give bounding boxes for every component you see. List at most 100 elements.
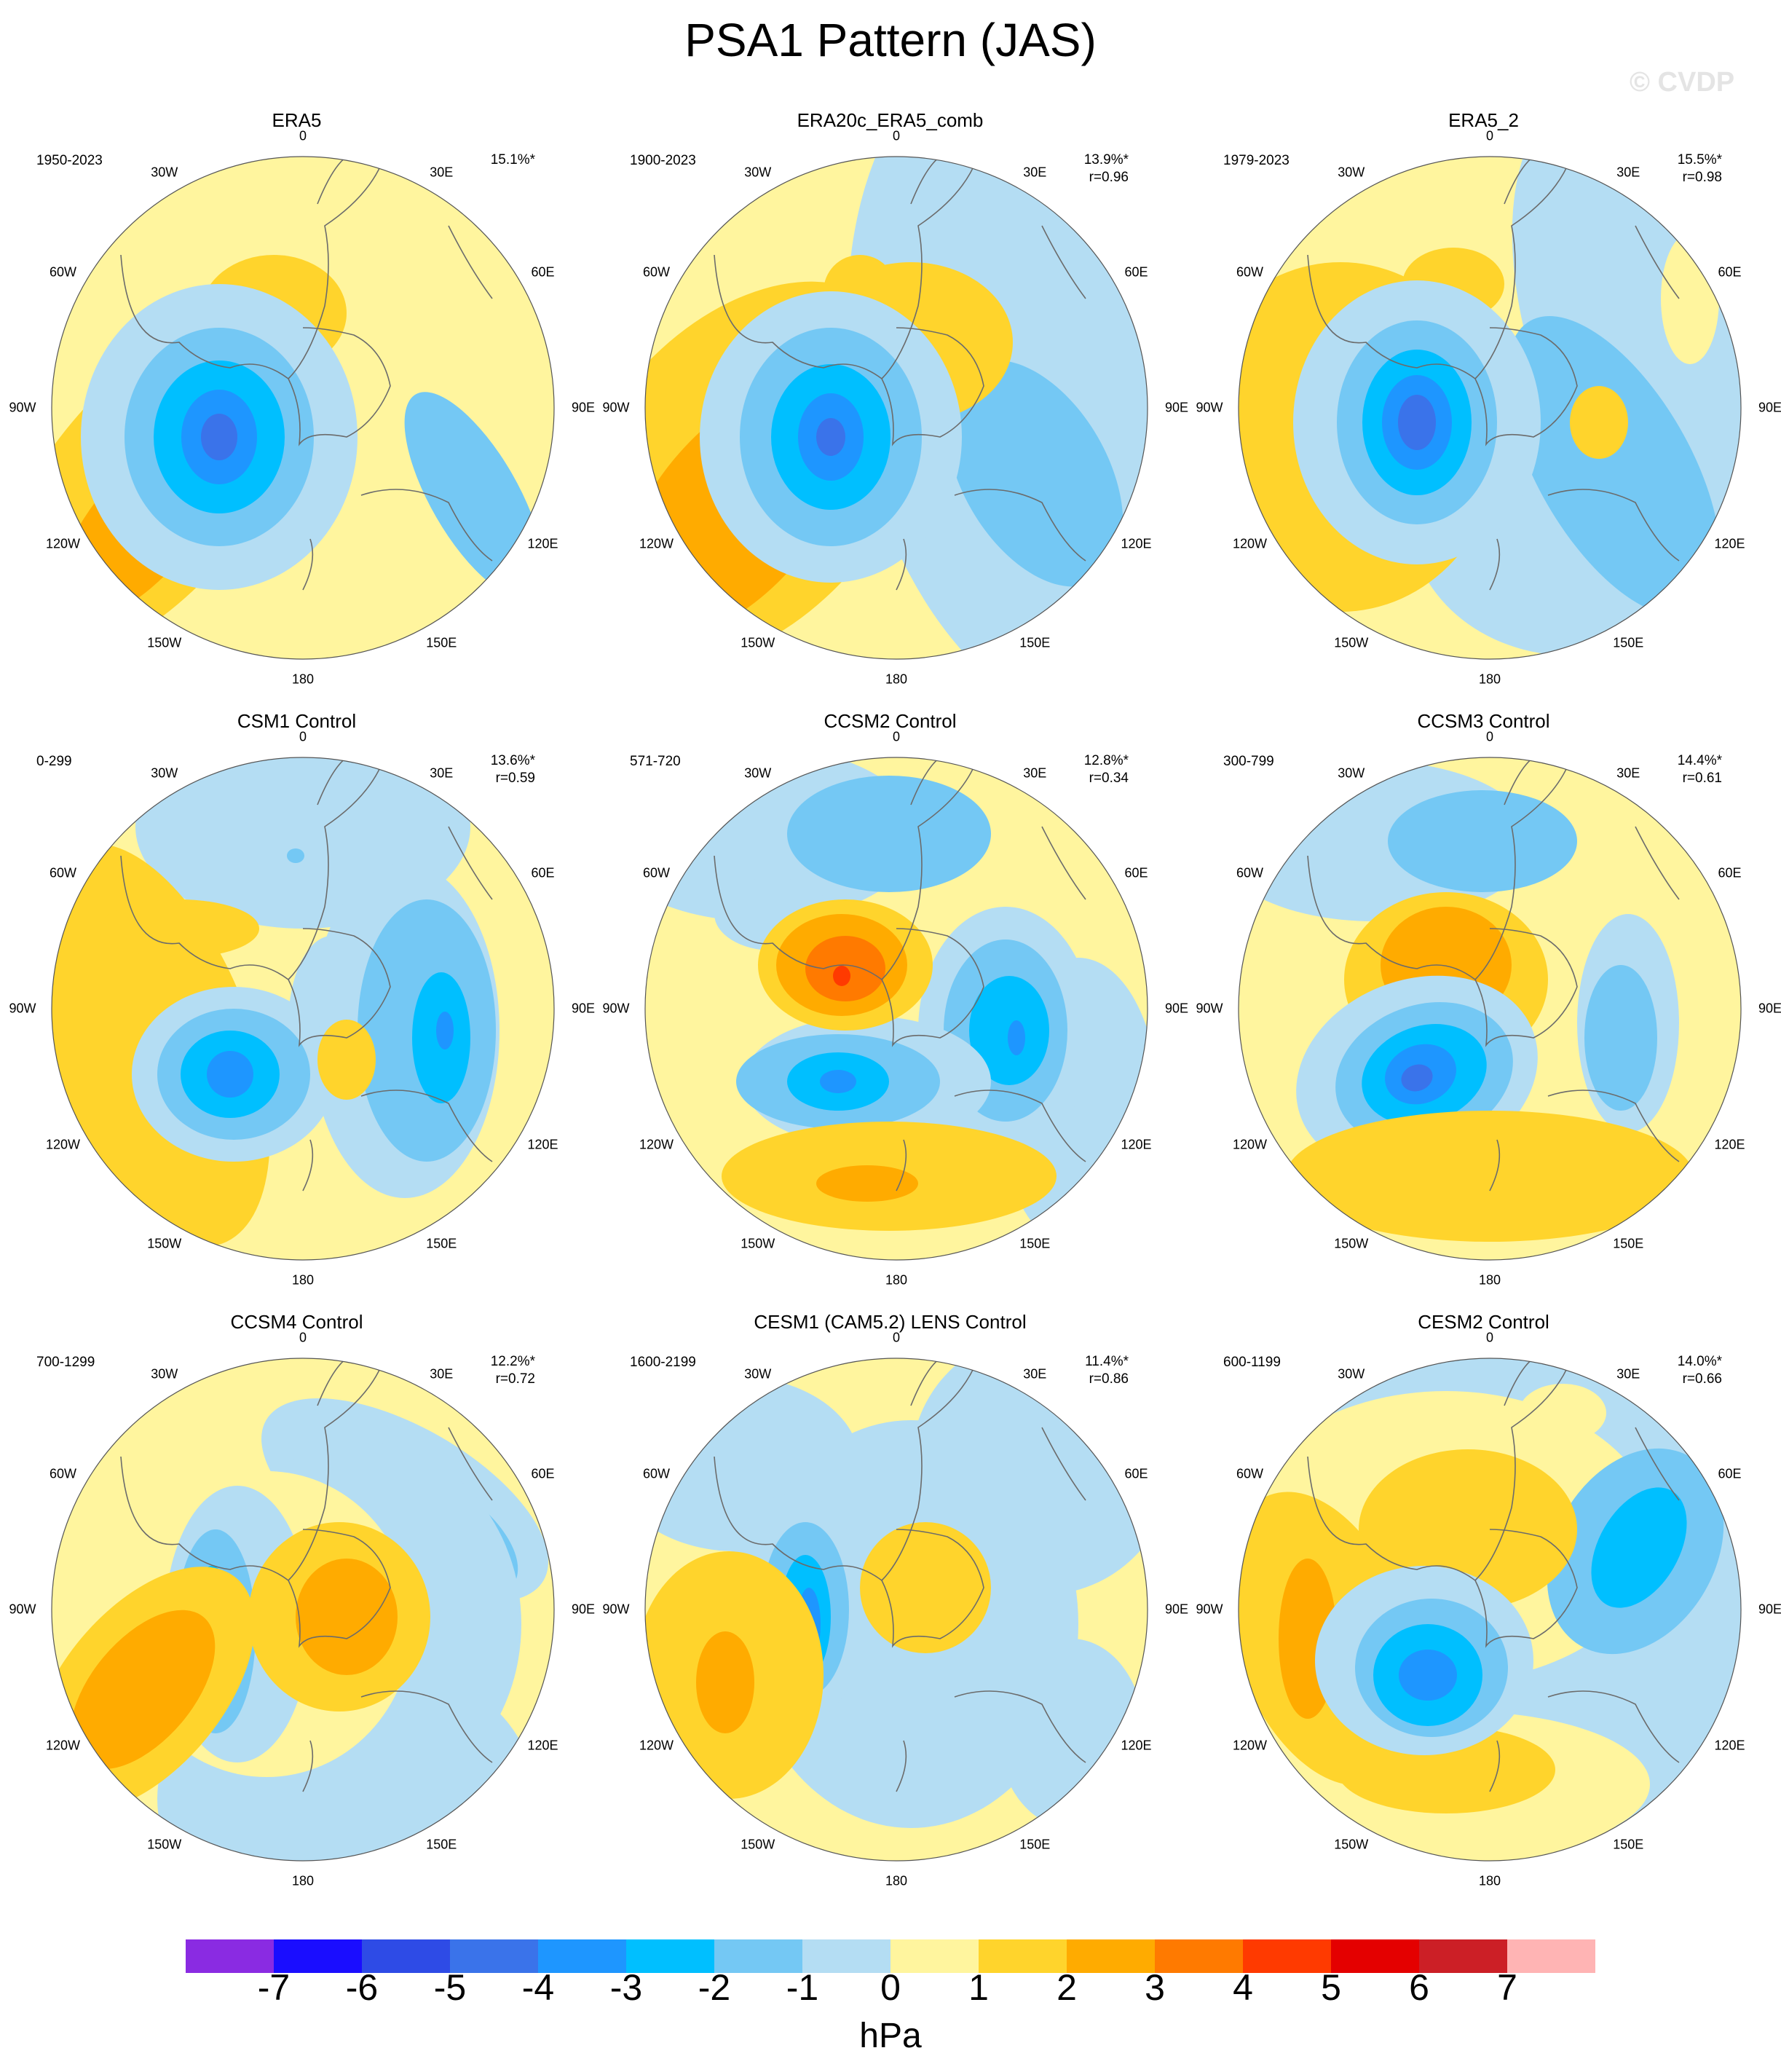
colorbar-swatch (1155, 1939, 1244, 1973)
contour-region (1286, 1111, 1694, 1242)
map-border (51, 757, 555, 1261)
longitude-label: 150E (426, 1236, 457, 1251)
longitude-label: 0 (299, 729, 307, 744)
contour-region (820, 1070, 856, 1093)
map-panel: CCSM3 Control 300-799 14.4%* r=0.61 0 30E 60E 9… (1187, 710, 1781, 1307)
longitude-label: 120W (45, 1738, 81, 1752)
longitude-label: 0 (892, 1330, 901, 1345)
map-panel: CCSM2 Control 571-720 12.8%* r=0.34 0 30E 60E 9… (593, 710, 1189, 1307)
panel-title: CCSM2 Control (824, 710, 957, 732)
longitude-label: 60W (642, 1466, 671, 1481)
colorbar-swatch (1243, 1939, 1332, 1973)
longitude-label: 30E (430, 1366, 454, 1382)
longitude-label: 120E (1714, 1738, 1745, 1752)
contour-region (70, 1610, 216, 1770)
longitude-label: 0 (892, 128, 901, 143)
longitude-label: 0 (1485, 729, 1494, 744)
correlation-value: r=0.66 (1682, 1371, 1722, 1387)
longitude-label: 120E (527, 536, 558, 551)
colorbar-swatch (274, 1939, 363, 1973)
contour-region (833, 966, 850, 986)
percent-variance: 14.4%* (1677, 753, 1722, 768)
panel-title: CCSM3 Control (1417, 710, 1550, 732)
map-panel: CESM2 Control 600-1199 14.0%* r=0.66 0 30E 60E… (1187, 1311, 1781, 1908)
longitude-label: 60W (642, 865, 671, 880)
colorbar-tick-label: 2 (1057, 1967, 1077, 2008)
colorbar-swatch (1419, 1939, 1508, 1973)
colorbar-swatch (538, 1939, 627, 1973)
colorbar-swatch (1331, 1939, 1420, 1973)
longitude-label: 150W (147, 1837, 182, 1852)
longitude-label: 60W (49, 865, 77, 880)
longitude-label: 180 (885, 671, 908, 687)
colorbar-swatch (362, 1939, 451, 1973)
longitude-label: 150E (1019, 635, 1051, 650)
longitude-label: 0 (299, 128, 307, 143)
map-border (51, 1358, 555, 1862)
longitude-label: 90W (9, 1602, 36, 1617)
contour-region (201, 414, 237, 460)
longitude-label: 90E (1164, 1602, 1189, 1617)
contour-region (404, 392, 544, 599)
contour-region (816, 1165, 918, 1202)
contour-region (1506, 316, 1721, 616)
map-border (644, 156, 1148, 660)
longitude-label: 30W (151, 765, 178, 781)
variance-label: 15.1%* (491, 151, 535, 169)
longitude-label: 60W (1236, 865, 1264, 880)
percent-variance: 13.9%* (1083, 152, 1129, 168)
colorbar-swatch (626, 1939, 715, 1973)
longitude-label: 120E (1714, 536, 1745, 551)
longitude-label: 60E (531, 264, 555, 279)
longitude-label: 90E (1164, 1001, 1189, 1016)
contour-region (816, 418, 845, 456)
longitude-label: 30W (1338, 1366, 1365, 1382)
longitude-label: 30W (1338, 765, 1365, 781)
variance-label: 13.9%* r=0.96 (1084, 151, 1129, 186)
longitude-label: 90W (9, 1001, 36, 1016)
longitude-label: 30E (1616, 765, 1640, 781)
percent-variance: 12.2%* (490, 1354, 535, 1369)
longitude-label: 150E (1613, 1837, 1644, 1852)
percent-variance: 14.0%* (1677, 1354, 1722, 1369)
contour-region (1519, 1384, 1606, 1442)
longitude-label: 60W (1236, 1466, 1264, 1481)
percent-variance: 15.5%* (1677, 152, 1722, 168)
contour-region (1388, 790, 1577, 892)
longitude-label: 180 (885, 1272, 908, 1288)
colorbar-swatch (1507, 1939, 1595, 1973)
colorbar-tick-label: -4 (521, 1967, 555, 2008)
contour-region (696, 1631, 754, 1733)
longitude-label: 120W (45, 536, 81, 551)
colorbar-tick-label: 1 (968, 1967, 989, 2008)
longitude-label: 120E (1714, 1137, 1745, 1151)
correlation-value: r=0.72 (495, 1371, 535, 1387)
contour-region (1271, 1821, 1708, 1861)
longitude-label: 90W (1196, 1001, 1223, 1016)
colorbar-tick-label: -5 (433, 1967, 467, 2008)
variance-label: 14.0%* r=0.66 (1678, 1353, 1722, 1388)
watermark: © CVDP (1630, 67, 1735, 98)
contour-region (1399, 1650, 1457, 1701)
longitude-label: 60E (1718, 865, 1742, 880)
longitude-label: 120E (1121, 1738, 1152, 1752)
longitude-label: 90E (571, 1602, 596, 1617)
longitude-label: 180 (1478, 1272, 1501, 1288)
map-border (1238, 156, 1742, 660)
map-border (644, 757, 1148, 1261)
longitude-label: 60E (1124, 865, 1148, 880)
colorbar-tick-label: 7 (1497, 1967, 1517, 2008)
map-panel: CCSM4 Control 700-1299 12.2%* r=0.72 0 30E 60E… (0, 1311, 596, 1908)
longitude-label: 60E (1718, 264, 1742, 279)
period-label: 600-1199 (1223, 1355, 1281, 1370)
longitude-label: 120W (639, 1738, 674, 1752)
longitude-label: 150W (147, 1236, 182, 1251)
longitude-label: 0 (892, 729, 901, 744)
period-label: 0-299 (36, 754, 72, 769)
polar-map (644, 156, 1148, 660)
longitude-label: 120W (45, 1137, 81, 1151)
polar-map (1238, 757, 1742, 1261)
map-border (1238, 1358, 1742, 1862)
variance-label: 11.4%* r=0.86 (1085, 1353, 1129, 1388)
colorbar-tick-label: 3 (1145, 1967, 1165, 2008)
